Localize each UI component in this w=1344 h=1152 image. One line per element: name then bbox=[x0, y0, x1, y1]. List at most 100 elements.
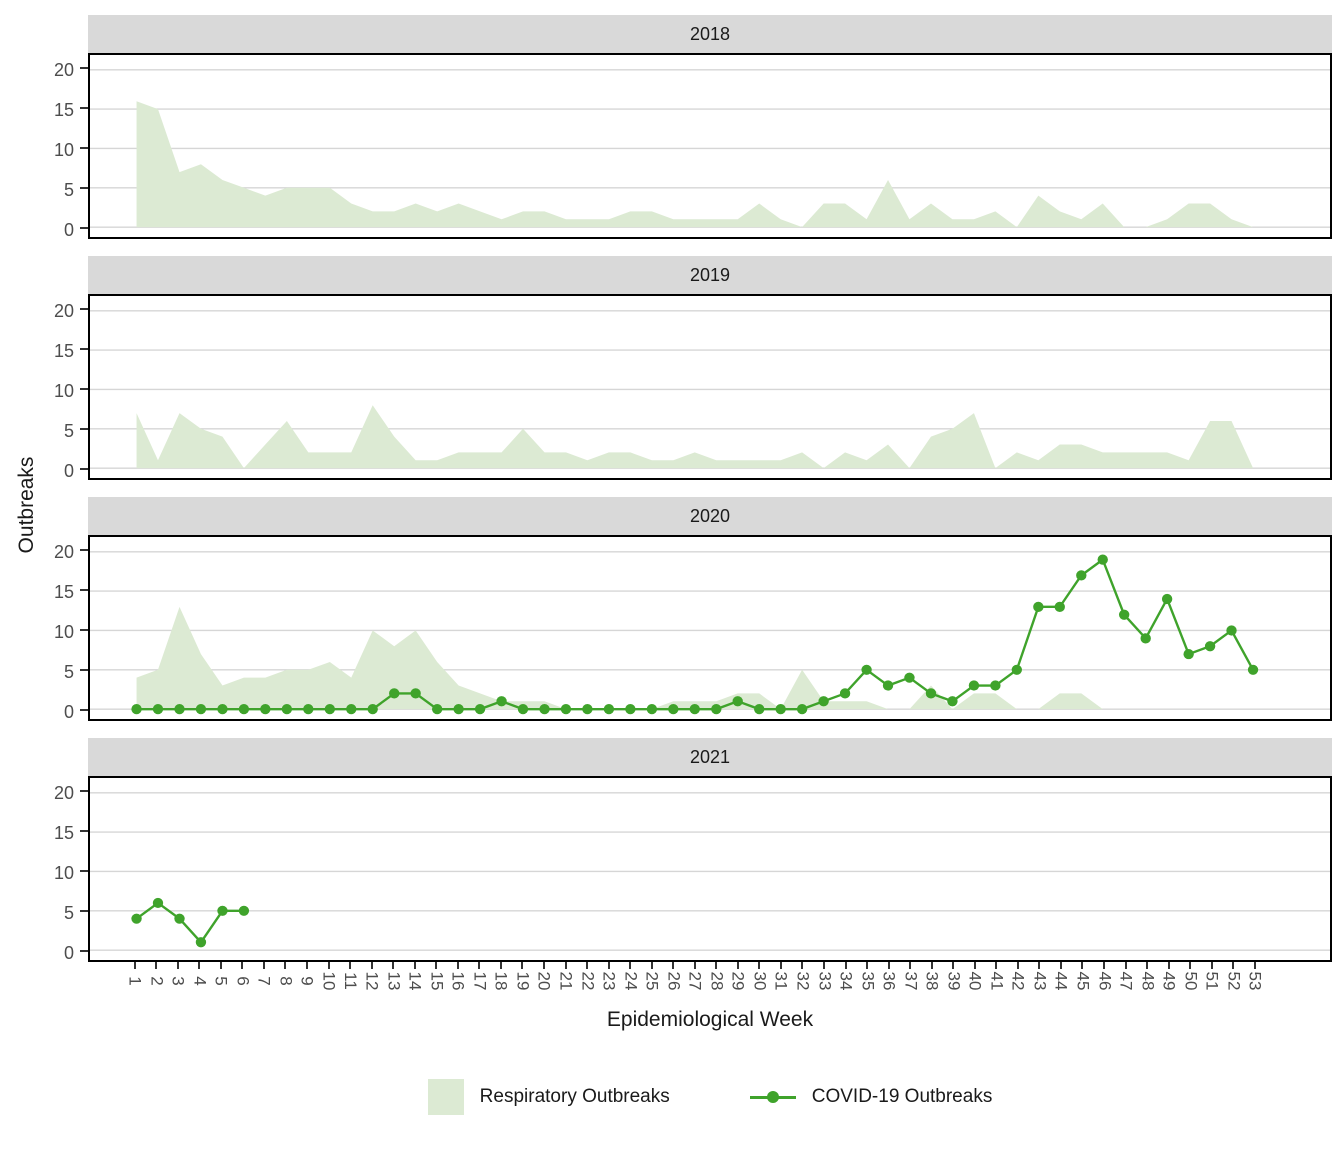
x-tick-mark bbox=[478, 962, 481, 969]
x-tick-label: 51 bbox=[1202, 971, 1222, 991]
covid-point bbox=[324, 704, 336, 715]
covid-point bbox=[131, 704, 142, 715]
x-tick-label: 28 bbox=[707, 971, 727, 991]
x-axis: 1 2 3 4 5 6 7 8 9 10 11 12 13 14 15 16 17 18 19 20 21 22 23 24 2… bbox=[88, 962, 1332, 1008]
covid-point bbox=[260, 704, 271, 715]
facet-strip-label: 2021 bbox=[689, 746, 731, 767]
legend: Respiratory Outbreaks COVID-19 Outbreaks bbox=[88, 1074, 1332, 1120]
covid-point bbox=[1076, 570, 1087, 581]
covid-point bbox=[1054, 601, 1065, 612]
covid-point bbox=[1183, 648, 1194, 660]
x-tick-label: 20 bbox=[534, 971, 554, 991]
covid-point bbox=[818, 696, 829, 707]
x-tick-label: 52 bbox=[1224, 971, 1244, 991]
facet-strip-label: 2018 bbox=[689, 23, 731, 44]
x-tick-label: 17 bbox=[470, 971, 490, 991]
y-tick-label: 10 bbox=[53, 863, 74, 883]
y-tick-label: 20 bbox=[53, 301, 74, 321]
y-tick-mark bbox=[80, 428, 88, 430]
x-tick-label: 43 bbox=[1030, 971, 1050, 991]
x-tick-label: 47 bbox=[1116, 971, 1136, 991]
x-tick-mark bbox=[456, 962, 459, 969]
facet-strip-2019: 2019 bbox=[88, 256, 1332, 294]
x-tick-label: 3 bbox=[168, 976, 188, 986]
covid-line bbox=[135, 901, 244, 945]
y-tick-label: 15 bbox=[53, 100, 74, 120]
x-tick-mark bbox=[995, 962, 998, 969]
x-tick-mark bbox=[327, 962, 330, 969]
x-tick-mark bbox=[370, 962, 373, 969]
x-tick-label: 45 bbox=[1073, 971, 1093, 991]
x-tick-label: 4 bbox=[190, 976, 210, 986]
x-tick-label: 31 bbox=[771, 971, 791, 991]
y-tick-mark bbox=[80, 388, 88, 390]
facet-strip-label: 2020 bbox=[689, 505, 731, 526]
x-tick-mark bbox=[1167, 962, 1170, 969]
covid-point bbox=[152, 897, 164, 909]
y-tick-label: 5 bbox=[63, 421, 74, 441]
x-tick-mark bbox=[392, 962, 395, 969]
x-tick-mark bbox=[1253, 962, 1256, 969]
legend-dot bbox=[766, 1091, 779, 1103]
x-tick-mark bbox=[866, 962, 869, 969]
facet-2021: 2021 0 5 10 15 20 bbox=[0, 738, 1344, 963]
x-tick-mark bbox=[672, 962, 675, 969]
y-tick-mark bbox=[80, 107, 88, 109]
covid-point bbox=[603, 704, 615, 715]
legend-label-covid: COVID-19 Outbreaks bbox=[811, 1086, 993, 1107]
x-tick-mark bbox=[801, 962, 804, 969]
y-tick-label: 0 bbox=[63, 943, 74, 963]
plot-panel-2018 bbox=[88, 53, 1332, 239]
x-tick-mark bbox=[973, 962, 976, 969]
x-tick-mark bbox=[844, 962, 847, 969]
x-tick-mark bbox=[499, 962, 502, 969]
x-tick-label: 36 bbox=[879, 971, 899, 991]
y-axis-2021: 0 5 10 15 20 bbox=[0, 776, 88, 963]
x-tick-label: 1 bbox=[125, 976, 145, 986]
y-tick-label: 5 bbox=[63, 903, 74, 923]
x-tick-mark bbox=[650, 962, 653, 969]
covid-point bbox=[217, 905, 228, 916]
x-tick-label: 10 bbox=[319, 971, 339, 991]
y-tick-mark bbox=[80, 950, 88, 952]
y-tick-mark bbox=[80, 830, 88, 832]
facet-2019: 2019 0 5 10 15 20 bbox=[0, 256, 1344, 481]
plot-panel-2020 bbox=[88, 535, 1332, 721]
x-tick-mark bbox=[909, 962, 912, 969]
covid-point bbox=[689, 704, 700, 715]
covid-point bbox=[303, 704, 314, 715]
covid-point bbox=[1247, 664, 1259, 675]
covid-point bbox=[367, 704, 378, 715]
x-tick-mark bbox=[133, 962, 136, 969]
legend-item-covid: COVID-19 Outbreaks bbox=[749, 1086, 993, 1108]
x-tick-mark bbox=[564, 962, 567, 969]
y-tick-mark bbox=[80, 790, 88, 792]
x-tick-mark bbox=[1103, 962, 1105, 969]
covid-point bbox=[346, 704, 357, 715]
covid-point bbox=[861, 664, 872, 675]
x-tick-label: 24 bbox=[621, 971, 641, 991]
covid-point bbox=[711, 704, 722, 715]
x-tick-mark bbox=[715, 962, 718, 969]
y-axis-2018: 0 5 10 15 20 bbox=[0, 53, 88, 240]
x-tick-label: 39 bbox=[944, 971, 964, 991]
covid-point bbox=[474, 704, 486, 715]
covid-point bbox=[1033, 601, 1044, 612]
chart-2018 bbox=[90, 69, 1330, 228]
x-tick-label: 14 bbox=[405, 971, 425, 991]
x-tick-label: 16 bbox=[448, 971, 468, 991]
covid-point bbox=[839, 688, 851, 699]
plot-panel-2019 bbox=[88, 294, 1332, 480]
y-tick-label: 15 bbox=[53, 341, 74, 361]
x-tick-mark bbox=[176, 962, 179, 969]
respiratory-area bbox=[136, 606, 1254, 710]
x-tick-mark bbox=[1146, 962, 1149, 969]
x-tick-mark bbox=[306, 962, 309, 969]
y-tick-mark bbox=[80, 870, 88, 872]
covid-point bbox=[754, 704, 765, 715]
x-tick-label: 11 bbox=[341, 972, 361, 990]
y-tick-label: 20 bbox=[53, 783, 74, 803]
x-tick-label: 32 bbox=[793, 971, 813, 991]
covid-point bbox=[431, 704, 443, 715]
x-tick-label: 12 bbox=[362, 971, 382, 991]
